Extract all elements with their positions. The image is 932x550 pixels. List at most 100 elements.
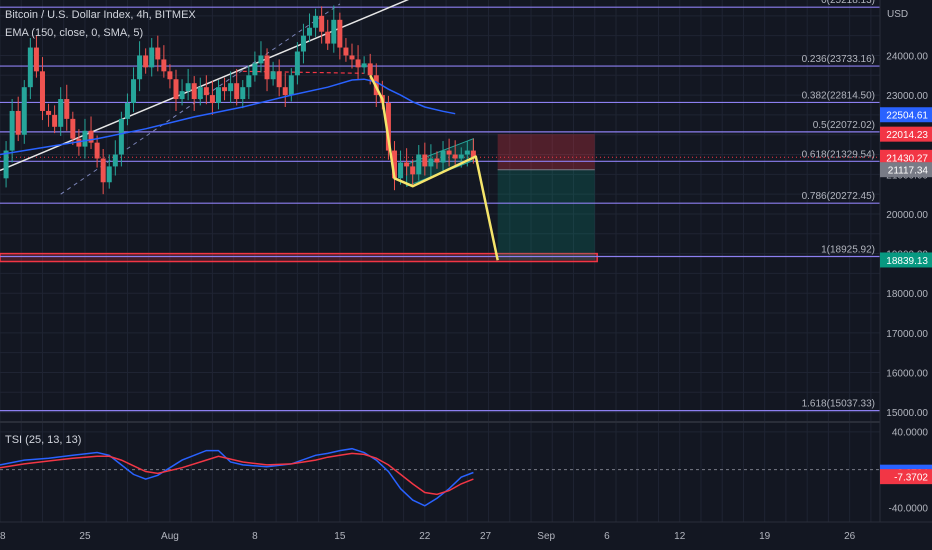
candle-body [446,150,452,155]
candle-body [258,55,264,64]
position-stop-zone [497,134,595,170]
date-tick-label: 19 [759,531,771,542]
candle-body [64,99,70,119]
date-tick-label: Sep [537,531,555,542]
price-tick-label: 23000.00 [886,91,928,102]
candle-body [39,71,45,111]
date-tick-label: 18 [0,531,6,542]
fib-level-label: 1.618(15037.33) [802,399,875,410]
candle-body [367,63,373,76]
candle-body [131,79,137,104]
candle-body [149,47,155,68]
price-badge-label: 18839.13 [886,256,928,267]
candle-body [416,154,422,175]
candle-body [209,95,215,104]
candle-body [319,15,325,32]
candle-body [422,154,428,167]
candle-body [70,118,76,139]
candle-body [404,162,410,167]
candle-body [228,83,234,92]
candle-body [343,47,349,56]
date-tick-label: 27 [480,531,492,542]
candle-body [234,83,240,100]
candle-body [222,87,228,92]
candle-body [410,166,416,175]
candle-body [15,110,21,135]
candle-body [215,87,221,104]
price-badge-label: 22014.23 [886,130,928,141]
candle-body [124,103,130,119]
candle-body [155,47,161,60]
candle-body [470,150,476,158]
price-badge [880,162,932,178]
candle-body [398,162,404,179]
candle-body [191,83,197,100]
candle-body [270,71,276,80]
candle-body [294,51,300,76]
ema-line [0,78,456,156]
date-tick-label: 26 [844,531,856,542]
fib-level-label: 0.382(22814.50) [802,90,875,101]
candle-body [167,71,173,80]
fib-level-label: 1(18925.92) [821,245,875,256]
date-tick-label: 8 [252,531,258,542]
fib-level-label: 0.786(20272.45) [802,191,875,202]
date-tick-label: 15 [334,531,346,542]
candle-body [313,15,319,28]
candle-body [112,154,118,167]
candle-body [355,59,361,68]
tsi-badge-label: -7.3702 [894,473,928,484]
candle-body [300,35,306,52]
date-tick-label: 12 [674,531,686,542]
candle-body [440,150,446,163]
candle-body [361,63,367,68]
tsi-tick-label: -40.0000 [889,504,929,515]
price-tick-label: 15000.00 [886,408,928,419]
candle-body [52,114,58,127]
candle-body [458,154,464,159]
candle-body [46,110,52,115]
candle-body [27,47,33,88]
candle-body [137,55,143,80]
candle-body [76,138,82,147]
tsi-series-line [0,452,474,496]
candle-body [276,71,282,88]
date-tick-label: Aug [161,531,179,542]
trendline-dashed-red [242,70,365,74]
price-tick-label: 24000.00 [886,51,928,62]
fib-level-label: 0.618(21329.54) [802,149,875,160]
price-badge-label: 21430.27 [886,153,928,164]
candle-body [307,27,313,36]
fib-level-label: 0.236(23733.16) [802,54,875,65]
price-tick-label: 18000.00 [886,289,928,300]
candle-body [9,110,15,151]
price-tick-label: 16000.00 [886,368,928,379]
candle-body [197,87,203,100]
price-badge-label: 22504.61 [886,111,928,122]
candle-body [3,150,9,179]
candle-body [264,55,270,80]
price-badge [880,126,932,142]
symbol-title: Bitcoin / U.S. Dollar Index, 4h, BITMEX [5,9,196,21]
candle-body [337,19,343,48]
tsi-tick-label: 40.0000 [892,428,929,439]
price-badge [880,107,932,123]
candle-body [391,150,397,179]
candle-body [240,87,246,100]
candle-body [143,55,149,68]
candle-body [94,142,100,159]
candle-body [106,166,112,183]
fib-level-label: 0(25218.13) [821,0,875,6]
candle-body [349,55,355,60]
candle-body [331,19,337,44]
candle-body [173,79,179,100]
position-target-zone [497,169,595,260]
tsi-series-line [0,447,474,507]
price-tick-label: 20000.00 [886,210,928,221]
candle-body [118,118,124,155]
tsi-badge [880,469,932,485]
candle-body [82,130,88,147]
